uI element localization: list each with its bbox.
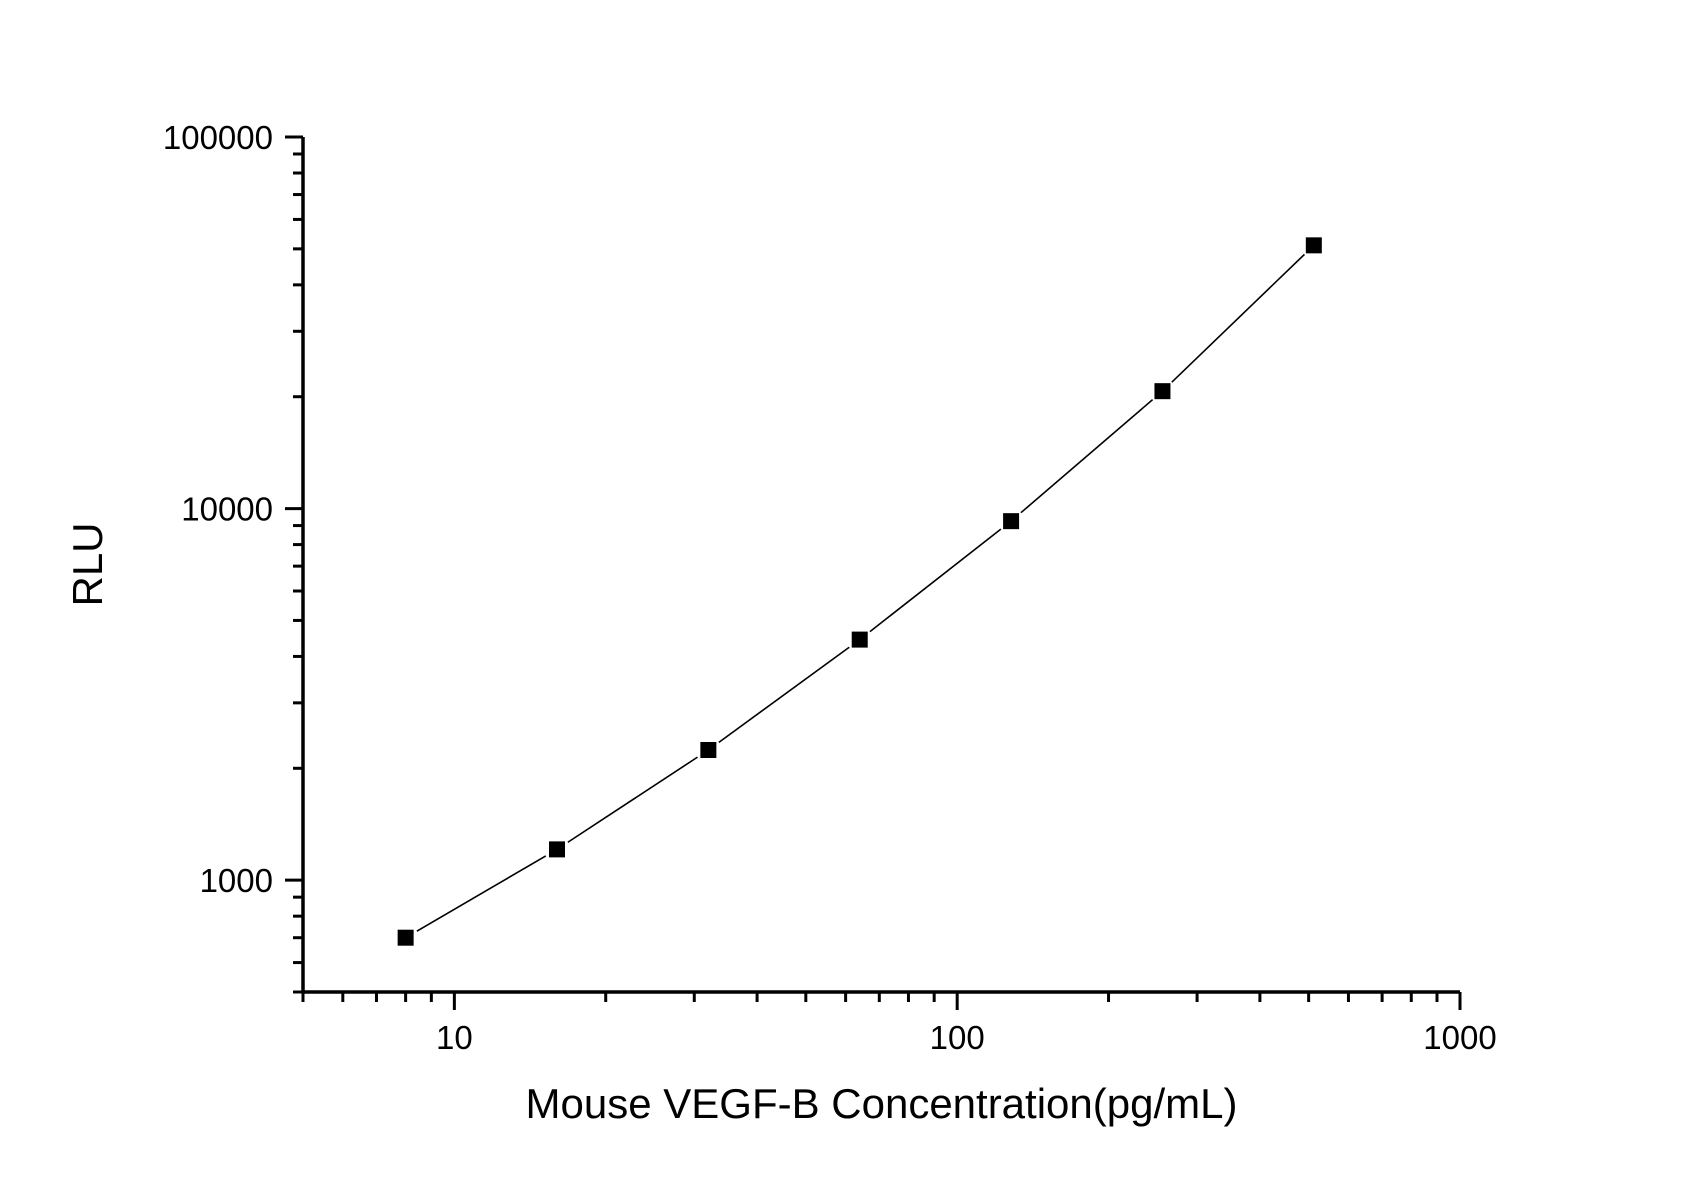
data-point-marker: [397, 929, 414, 946]
x-tick-label: 10: [436, 1019, 473, 1056]
x-tick-label: 1000: [1423, 1019, 1496, 1056]
x-tick-label: 100: [930, 1019, 985, 1056]
series-line-segment: [1020, 399, 1154, 514]
y-tick-label: 1000: [200, 862, 273, 899]
data-point-marker: [1003, 513, 1020, 530]
minor-ticks: [293, 152, 1439, 1002]
y-axis-title: RLU: [64, 522, 111, 606]
data-point-marker: [1305, 237, 1322, 254]
series-line-segment: [1171, 253, 1306, 383]
tick-labels: 10 100 1000 1000 10000 100000: [163, 119, 1497, 1056]
series-line-segment: [416, 855, 547, 932]
y-tick-label: 100000: [163, 119, 273, 156]
series-line-segment: [567, 756, 698, 843]
data-point-marker: [548, 841, 565, 858]
data-point-marker: [1154, 383, 1171, 400]
series-line-segment: [718, 646, 850, 743]
series-line-segment: [869, 528, 1002, 633]
series-standard-curve: [397, 237, 1322, 946]
data-point-marker: [851, 631, 868, 648]
x-axis-title: Mouse VEGF-B Concentration(pg/mL): [526, 1080, 1238, 1127]
axes: [301, 137, 1460, 994]
y-tick-label: 10000: [181, 491, 273, 528]
data-point-marker: [700, 742, 717, 759]
major-ticks: [285, 135, 1462, 1010]
